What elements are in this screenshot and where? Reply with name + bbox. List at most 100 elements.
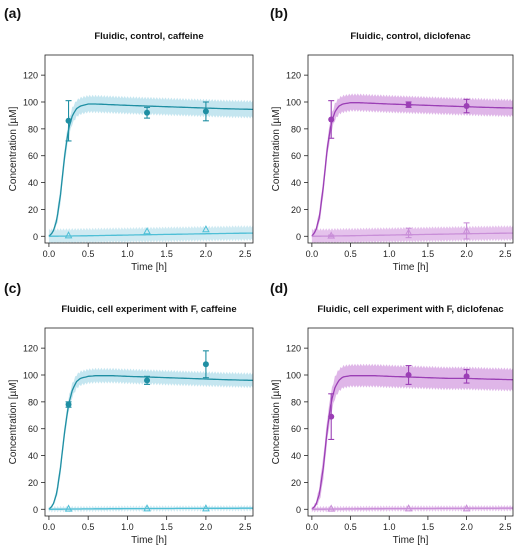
x-tick-label: 2.0 bbox=[460, 249, 473, 259]
chart-title: Fluidic, cell experiment with F, caffein… bbox=[61, 304, 236, 315]
x-tick-label: 2.0 bbox=[200, 249, 213, 259]
chart-panel-1: (a) Fluidic, control, caffeine 0 20 40 60 80 10… bbox=[4, 5, 254, 273]
data-point-triangle bbox=[202, 225, 210, 233]
y-tick-label: 20 bbox=[291, 478, 301, 488]
x-axis-label: Time [h] bbox=[131, 262, 167, 273]
x-tick-label: 2.0 bbox=[460, 522, 473, 532]
x-tick-label: 2.5 bbox=[239, 522, 252, 532]
y-tick-label: 100 bbox=[286, 98, 301, 108]
data-point-triangle bbox=[64, 231, 73, 239]
data-point-triangle bbox=[327, 504, 336, 512]
axes-frame bbox=[44, 54, 254, 244]
y-tick-label: 60 bbox=[291, 151, 301, 161]
y-tick-label: 40 bbox=[28, 178, 38, 188]
y-tick-label: 0 bbox=[33, 232, 38, 242]
y-tick-label: 100 bbox=[23, 371, 38, 381]
data-point-circle bbox=[202, 361, 209, 368]
data-point-triangle bbox=[64, 504, 73, 512]
x-tick-label: 1.5 bbox=[160, 522, 173, 532]
data-point-triangle bbox=[404, 228, 413, 236]
axes-frame bbox=[307, 327, 514, 517]
y-tick-label: 0 bbox=[33, 505, 38, 515]
data-point-triangle bbox=[202, 504, 210, 512]
y-tick-label: 120 bbox=[23, 344, 38, 354]
x-tick-label: 1.0 bbox=[383, 522, 396, 532]
chart-panel-2: (b) Fluidic, control, diclofenac 0 20 40 60 80… bbox=[270, 5, 514, 273]
plot-area bbox=[311, 363, 513, 513]
x-tick-label: 2.0 bbox=[200, 522, 213, 532]
y-axis-label: Concentration [µM] bbox=[271, 379, 282, 464]
chart-title: Fluidic, control, caffeine bbox=[94, 31, 203, 42]
panel-label: (d) bbox=[270, 280, 288, 296]
y-tick-label: 40 bbox=[291, 178, 301, 188]
series-line-upper bbox=[311, 375, 513, 510]
data-point-circle bbox=[65, 117, 72, 124]
y-tick-label: 80 bbox=[291, 124, 301, 134]
series-line-lower bbox=[311, 232, 513, 237]
x-tick-label: 0.5 bbox=[344, 522, 357, 532]
data-point-triangle bbox=[404, 504, 413, 512]
x-tick-label: 2.5 bbox=[239, 249, 252, 259]
y-tick-label: 20 bbox=[28, 205, 38, 215]
series-line-lower bbox=[48, 507, 253, 510]
axes-frame bbox=[307, 54, 514, 244]
y-tick-label: 120 bbox=[23, 71, 38, 81]
plot-area bbox=[48, 367, 253, 513]
panel-label: (b) bbox=[270, 5, 288, 21]
y-axis-label: Concentration [µM] bbox=[8, 106, 19, 191]
data-point-triangle bbox=[327, 231, 336, 239]
x-tick-label: 1.5 bbox=[160, 249, 173, 259]
x-tick-label: 2.5 bbox=[499, 522, 512, 532]
x-axis-label: Time [h] bbox=[131, 535, 167, 546]
y-tick-label: 120 bbox=[286, 344, 301, 354]
y-tick-label: 40 bbox=[28, 451, 38, 461]
y-tick-label: 20 bbox=[28, 478, 38, 488]
x-tick-label: 1.0 bbox=[121, 249, 134, 259]
y-tick-label: 120 bbox=[286, 71, 301, 81]
x-tick-label: 1.5 bbox=[422, 249, 435, 259]
data-point-circle bbox=[144, 377, 151, 384]
data-point-triangle bbox=[462, 226, 471, 234]
y-tick-label: 0 bbox=[296, 505, 301, 515]
x-axis-label: Time [h] bbox=[393, 535, 429, 546]
data-point-circle bbox=[202, 108, 209, 115]
x-tick-label: 1.0 bbox=[121, 522, 134, 532]
y-tick-label: 100 bbox=[286, 371, 301, 381]
data-point-circle bbox=[144, 109, 151, 116]
x-tick-label: 0.0 bbox=[306, 249, 319, 259]
series-line-upper bbox=[48, 375, 253, 510]
data-point-triangle bbox=[462, 504, 471, 512]
x-axis-label: Time [h] bbox=[393, 262, 429, 273]
series-band-upper bbox=[48, 367, 253, 512]
y-tick-label: 60 bbox=[28, 151, 38, 161]
y-tick-label: 40 bbox=[291, 451, 301, 461]
plot-area bbox=[311, 93, 513, 243]
data-point-triangle bbox=[143, 504, 151, 512]
series-band-upper bbox=[311, 93, 513, 239]
chart-title: Fluidic, control, diclofenac bbox=[350, 31, 470, 42]
x-tick-label: 0.0 bbox=[43, 249, 56, 259]
y-tick-label: 80 bbox=[291, 397, 301, 407]
y-tick-label: 80 bbox=[28, 397, 38, 407]
plot-area bbox=[48, 94, 253, 243]
series-band-upper bbox=[48, 94, 253, 239]
panel-label: (a) bbox=[4, 5, 21, 21]
y-axis-label: Concentration [µM] bbox=[8, 379, 19, 464]
series-line-lower bbox=[48, 232, 253, 237]
chart-panel-3: (c) Fluidic, cell experiment with F, caff… bbox=[4, 280, 254, 546]
x-tick-label: 0.5 bbox=[82, 249, 95, 259]
data-point-circle bbox=[65, 401, 72, 408]
y-tick-label: 0 bbox=[296, 232, 301, 242]
y-axis-label: Concentration [µM] bbox=[271, 106, 282, 191]
x-tick-label: 1.0 bbox=[383, 249, 396, 259]
x-tick-label: 0.5 bbox=[82, 522, 95, 532]
data-point-circle bbox=[463, 103, 470, 110]
series-line-upper bbox=[311, 102, 513, 237]
chart-panel-4: (d) Fluidic, cell experiment with F, dicl… bbox=[270, 280, 514, 546]
y-tick-label: 60 bbox=[28, 424, 38, 434]
x-tick-label: 0.5 bbox=[344, 249, 357, 259]
x-tick-label: 2.5 bbox=[499, 249, 512, 259]
panel-label: (c) bbox=[4, 280, 21, 296]
x-tick-label: 1.5 bbox=[422, 522, 435, 532]
